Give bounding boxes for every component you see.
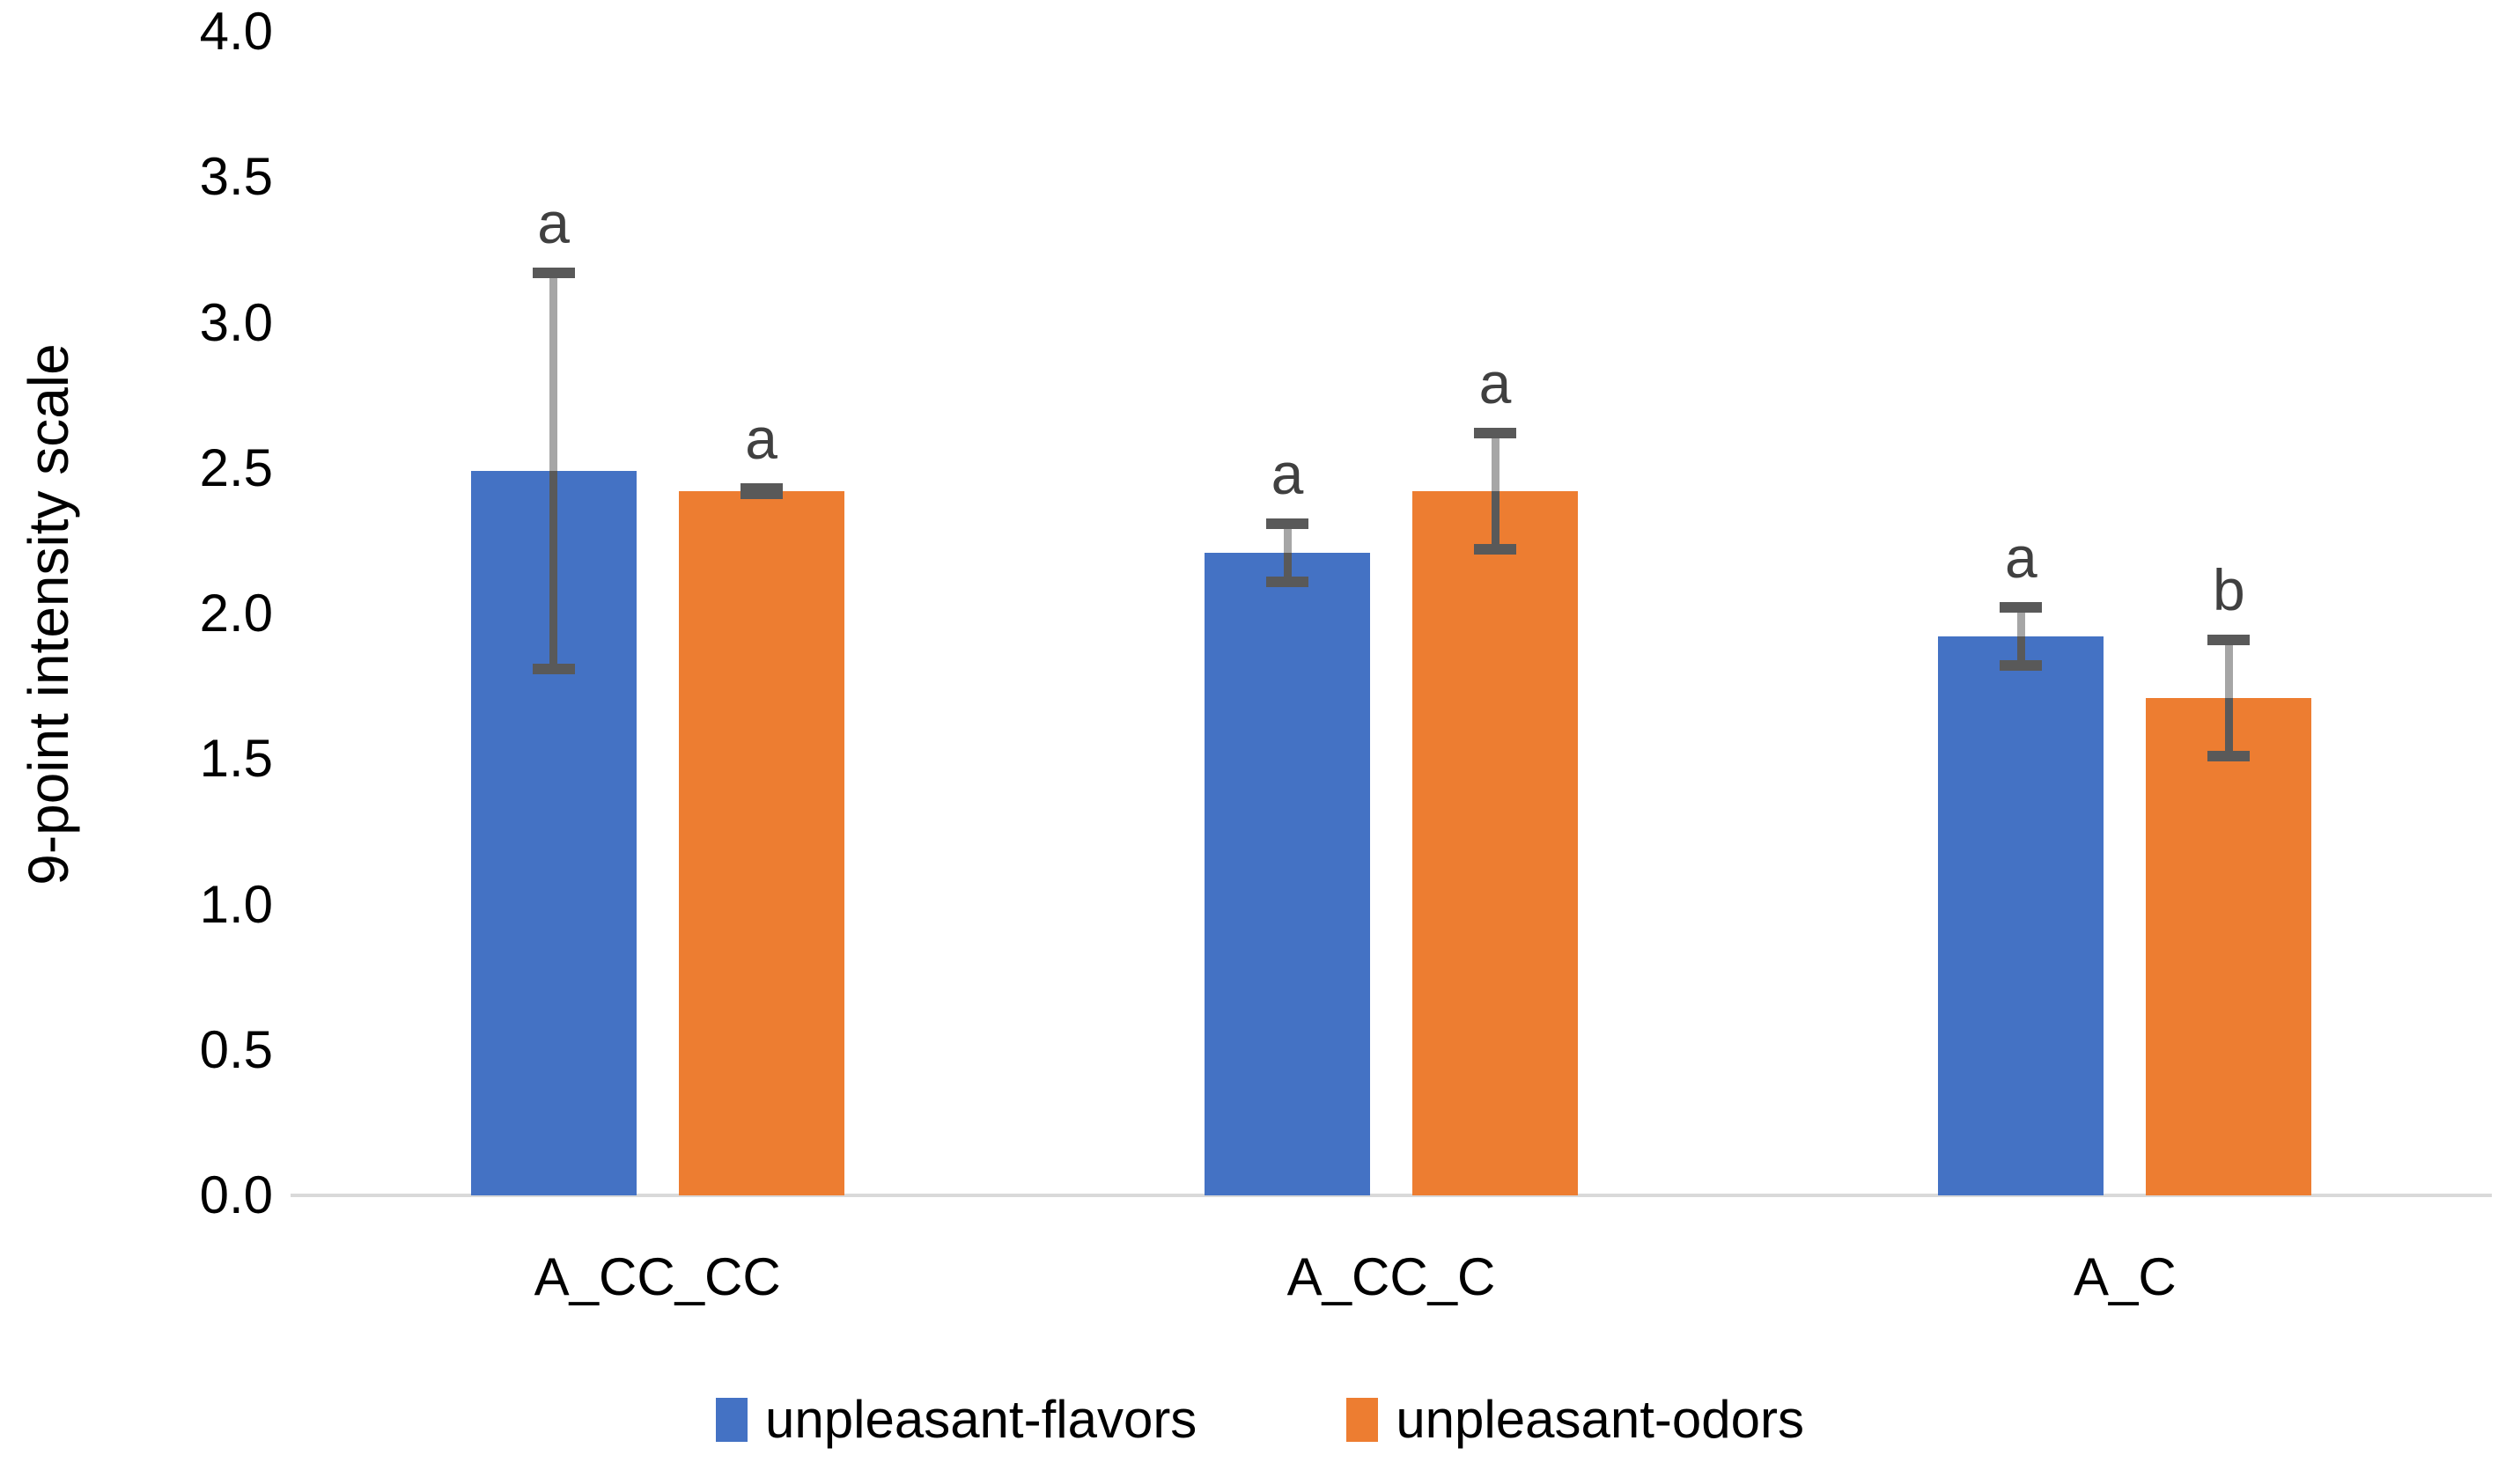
error-bar-cap <box>1266 576 1308 587</box>
bar-unpleasant-flavors-A_CC_C <box>1205 552 1370 1195</box>
error-bar-cap <box>2207 750 2251 761</box>
legend-swatch-unpleasant-flavors <box>716 1398 748 1442</box>
legend-label: unpleasant-odors <box>1396 1390 1804 1449</box>
y-tick-label: 1.5 <box>199 729 273 789</box>
significance-letter: a <box>2004 525 2037 591</box>
bar-unpleasant-odors-A_CC_C <box>1412 491 1578 1195</box>
error-bar-whisker <box>1491 433 1499 492</box>
y-tick-label: 1.0 <box>199 874 273 934</box>
significance-letter: a <box>745 405 778 471</box>
error-bar-cap <box>2207 634 2251 645</box>
legend: unpleasant-flavors unpleasant-odors <box>0 1391 2520 1449</box>
error-bar-cap <box>740 489 783 500</box>
y-tick-label: 3.5 <box>199 147 273 207</box>
y-tick-label: 2.5 <box>199 437 273 497</box>
error-bar-whisker <box>2224 639 2233 698</box>
legend-item: unpleasant-flavors <box>716 1391 1197 1449</box>
x-axis-line <box>291 1194 2492 1197</box>
significance-letter: a <box>1478 350 1512 416</box>
y-tick-label: 4.0 <box>199 2 273 61</box>
bar-unpleasant-odors-A_CC_CC <box>678 491 844 1195</box>
y-tick-label: 3.0 <box>199 292 273 352</box>
x-axis-label: A_C <box>2073 1247 2177 1306</box>
significance-letter: a <box>1271 440 1304 506</box>
error-bar-whisker <box>549 471 558 669</box>
error-bar-whisker <box>2016 636 2025 666</box>
significance-letter: b <box>2212 556 2245 622</box>
error-bar-whisker <box>1283 552 1292 582</box>
error-bar-cap <box>2000 660 2043 672</box>
error-bar-cap <box>532 268 575 279</box>
error-bar-cap <box>2000 602 2043 614</box>
x-axis-label: A_CC_C <box>1286 1247 1496 1306</box>
error-bar-cap <box>1266 518 1308 529</box>
significance-letter: a <box>537 190 571 256</box>
y-tick-label: 0.5 <box>199 1019 273 1079</box>
error-bar-whisker <box>1491 491 1499 550</box>
error-bar-cap <box>532 663 575 674</box>
error-bar-whisker <box>549 273 558 472</box>
legend-label: unpleasant-flavors <box>765 1390 1197 1449</box>
legend-swatch-unpleasant-odors <box>1346 1398 1379 1442</box>
x-axis-label: A_CC_CC <box>534 1247 781 1306</box>
error-bar-whisker <box>1283 523 1292 553</box>
bar-unpleasant-flavors-A_C <box>1938 636 2104 1195</box>
legend-item: unpleasant-odors <box>1346 1391 1804 1449</box>
error-bar-whisker <box>2016 607 2025 637</box>
y-tick-label: 2.0 <box>199 584 273 643</box>
error-bar-cap <box>1474 428 1516 439</box>
bar-unpleasant-odors-A_C <box>2146 697 2312 1195</box>
error-bar-whisker <box>2224 697 2233 756</box>
y-tick-label: 0.0 <box>199 1165 273 1224</box>
error-bar-cap <box>1474 544 1516 555</box>
